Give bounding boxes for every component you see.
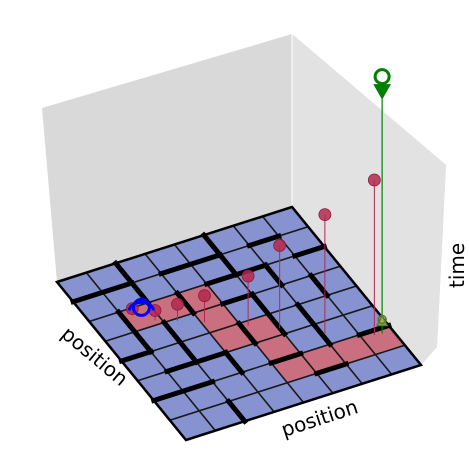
floor-border <box>54 205 424 442</box>
wall-segment <box>69 279 136 305</box>
wall-segment <box>150 378 216 404</box>
wall-segment <box>112 259 152 307</box>
wall-segment <box>246 232 282 249</box>
wall-segment <box>160 318 200 366</box>
wall-segment <box>115 308 155 356</box>
start-marker-icon <box>131 297 151 317</box>
wall-segment <box>248 290 289 338</box>
side-pane <box>292 34 446 365</box>
wall-segment <box>225 397 249 425</box>
markers <box>127 68 391 334</box>
z-axis-label: time <box>445 243 469 288</box>
trajectory-point <box>367 173 381 187</box>
start-marker-arc <box>127 300 155 311</box>
goal-base-ring <box>377 314 387 325</box>
goal-marker-icon <box>373 84 391 100</box>
wall-segment <box>118 348 155 365</box>
wall-segment <box>294 301 334 348</box>
wall-segment <box>200 231 240 279</box>
goal-marker-ring <box>373 68 391 86</box>
axes-panes <box>42 34 446 365</box>
wall-segment <box>203 262 269 288</box>
maze-walls <box>69 231 392 425</box>
trajectory-stems <box>125 173 381 336</box>
trajectory-point <box>318 208 332 222</box>
wall-segment <box>222 349 246 376</box>
wall-segment <box>291 243 328 260</box>
wall-segment <box>163 349 229 375</box>
wall-segment <box>261 261 286 289</box>
wall-segment <box>235 319 259 347</box>
wall-segment <box>173 289 198 317</box>
wall-segment <box>268 350 304 367</box>
wall-segment <box>158 251 224 277</box>
wall-segment <box>313 360 350 377</box>
wall-segment <box>219 291 256 307</box>
trajectory-point <box>241 269 255 283</box>
trajectory-point <box>171 297 184 311</box>
trajectory-point <box>198 289 211 303</box>
trajectory-point <box>273 239 287 252</box>
